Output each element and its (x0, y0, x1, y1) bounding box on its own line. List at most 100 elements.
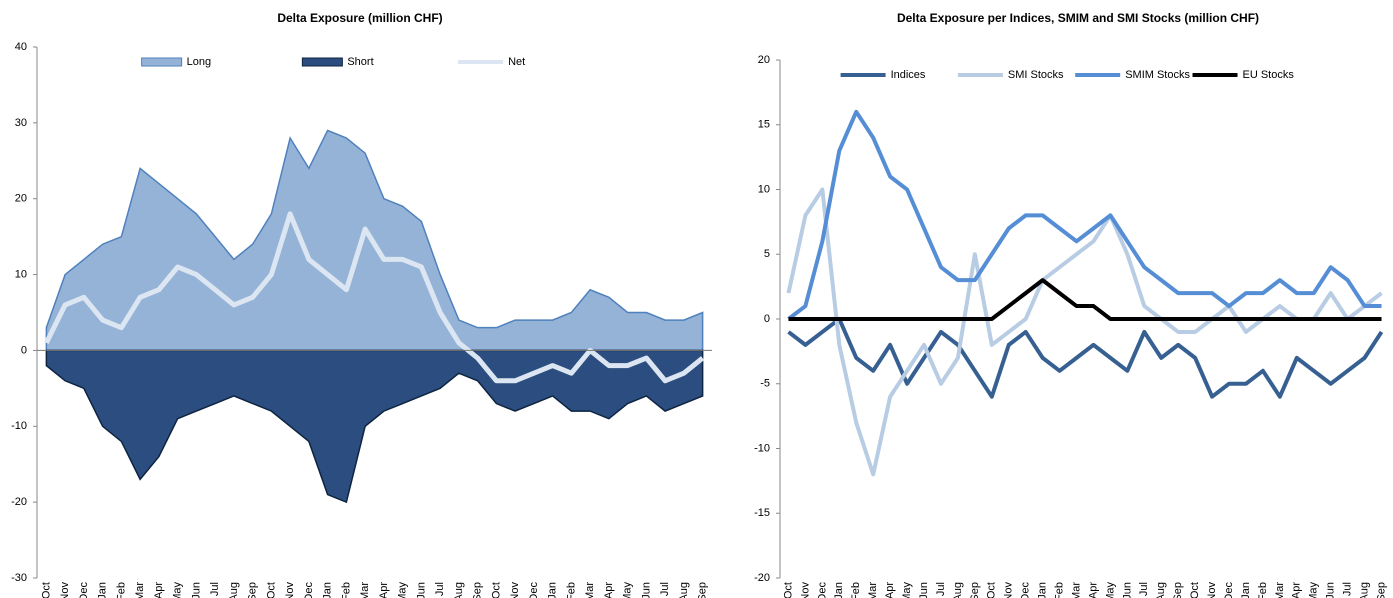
x-tick-label: Jun (190, 582, 202, 598)
y-tick-label: -20 (754, 572, 770, 584)
x-tick-label: Feb (115, 582, 127, 598)
x-tick-label: Feb (340, 582, 352, 598)
x-tick-label: Jan (547, 582, 559, 598)
line (787, 109, 1382, 321)
x-tick-label: Jan (833, 582, 845, 598)
x-tick-label: Sep (1172, 582, 1184, 598)
x-tick-label: Aug (1155, 582, 1167, 598)
y-tick-label: 0 (764, 313, 770, 325)
x-tick-label: Apr (1291, 582, 1303, 598)
x-tick-label: Mar (134, 582, 146, 598)
x-tick-label: Apr (153, 582, 165, 598)
legend-label: Indices (891, 69, 926, 81)
x-tick-label: Oct (782, 582, 794, 598)
x-tick-label: Dec (816, 582, 828, 598)
x-tick-label: Sep (472, 582, 484, 598)
x-tick-label: Aug (228, 582, 240, 598)
y-tick-label: 20 (15, 193, 27, 205)
x-tick-label: Jan (97, 582, 109, 598)
x-tick-label: Oct (40, 582, 52, 598)
x-tick-label: Apr (1087, 582, 1099, 598)
line (786, 187, 1383, 477)
x-tick-label: Sep (1375, 582, 1387, 598)
x-tick-label: Sep (969, 582, 981, 598)
x-tick-label: Feb (1257, 582, 1269, 598)
x-tick-label: Jun (1121, 582, 1133, 598)
y-tick-label: 30 (15, 117, 27, 129)
x-tick-label: Oct (986, 582, 998, 598)
x-tick-label: Sep (697, 582, 709, 598)
x-tick-label: May (1104, 582, 1116, 598)
legend-label: SMI Stocks (1008, 69, 1064, 81)
x-tick-label: Jul (434, 582, 446, 596)
x-tick-label: Aug (453, 582, 465, 598)
y-tick-label: 15 (758, 119, 770, 131)
x-tick-label: Feb (565, 582, 577, 598)
x-tick-label: Aug (952, 582, 964, 598)
x-tick-label: Dec (303, 582, 315, 598)
x-tick-label: Dec (1223, 582, 1235, 598)
y-tick-label: 0 (21, 344, 27, 356)
x-tick-label: Jul (1342, 582, 1354, 596)
x-tick-label: Oct (490, 582, 502, 598)
legend-label: SMIM Stocks (1125, 69, 1190, 81)
y-tick-label: 40 (15, 41, 27, 53)
x-tick-label: May (172, 582, 184, 598)
x-tick-label: Jun (415, 582, 427, 598)
x-tick-label: May (622, 582, 634, 598)
line (787, 317, 1384, 399)
legend-label: Long (187, 56, 211, 68)
x-tick-label: Jun (640, 582, 652, 598)
y-tick-label: 10 (758, 183, 770, 195)
x-tick-label: Jan (1240, 582, 1252, 598)
x-tick-label: Aug (1358, 582, 1370, 598)
x-tick-label: Nov (59, 582, 71, 598)
x-tick-label: Mar (584, 582, 596, 598)
x-tick-label: Aug (678, 582, 690, 598)
legend-label: Net (508, 56, 525, 68)
x-tick-label: Nov (799, 582, 811, 598)
x-tick-label: Mar (1070, 582, 1082, 598)
y-tick-label: -30 (11, 572, 27, 584)
x-tick-label: Nov (1003, 582, 1015, 598)
legend-swatch (301, 57, 343, 67)
y-tick-label: -20 (11, 496, 27, 508)
x-tick-label: Jul (209, 582, 221, 596)
x-tick-label: Mar (867, 582, 879, 598)
x-tick-label: Jul (659, 582, 671, 596)
x-tick-label: Jul (1138, 582, 1150, 596)
x-tick-label: Feb (850, 582, 862, 598)
x-tick-label: May (901, 582, 913, 598)
x-tick-label: Apr (884, 582, 896, 598)
y-tick-label: -10 (11, 420, 27, 432)
legend-label: EU Stocks (1243, 69, 1295, 81)
x-tick-label: May (397, 582, 409, 598)
y-tick-label: -15 (754, 507, 770, 519)
y-tick-label: 5 (764, 248, 770, 260)
y-tick-label: 20 (758, 54, 770, 66)
area (45, 349, 704, 504)
chart-title: Delta Exposure (million CHF) (277, 11, 442, 25)
x-tick-label: Sep (247, 582, 259, 598)
y-tick-label: 10 (15, 268, 27, 280)
x-tick-label: Jul (935, 582, 947, 596)
legend-swatch (141, 57, 183, 67)
x-tick-label: May (1308, 582, 1320, 598)
x-tick-label: Jan (1037, 582, 1049, 598)
x-tick-label: Nov (509, 582, 521, 598)
x-tick-label: Dec (528, 582, 540, 598)
x-tick-label: Dec (1020, 582, 1032, 598)
x-tick-label: Mar (359, 582, 371, 598)
x-tick-label: Nov (1206, 582, 1218, 598)
x-tick-label: Oct (1189, 582, 1201, 598)
x-tick-label: Dec (78, 582, 90, 598)
line (788, 278, 1382, 321)
line (44, 211, 705, 384)
y-tick-label: -5 (760, 378, 770, 390)
chart-title: Delta Exposure per Indices, SMIM and SMI… (897, 11, 1259, 25)
x-tick-label: Apr (378, 582, 390, 598)
x-tick-label: Feb (1053, 582, 1065, 598)
x-tick-label: Jan (322, 582, 334, 598)
